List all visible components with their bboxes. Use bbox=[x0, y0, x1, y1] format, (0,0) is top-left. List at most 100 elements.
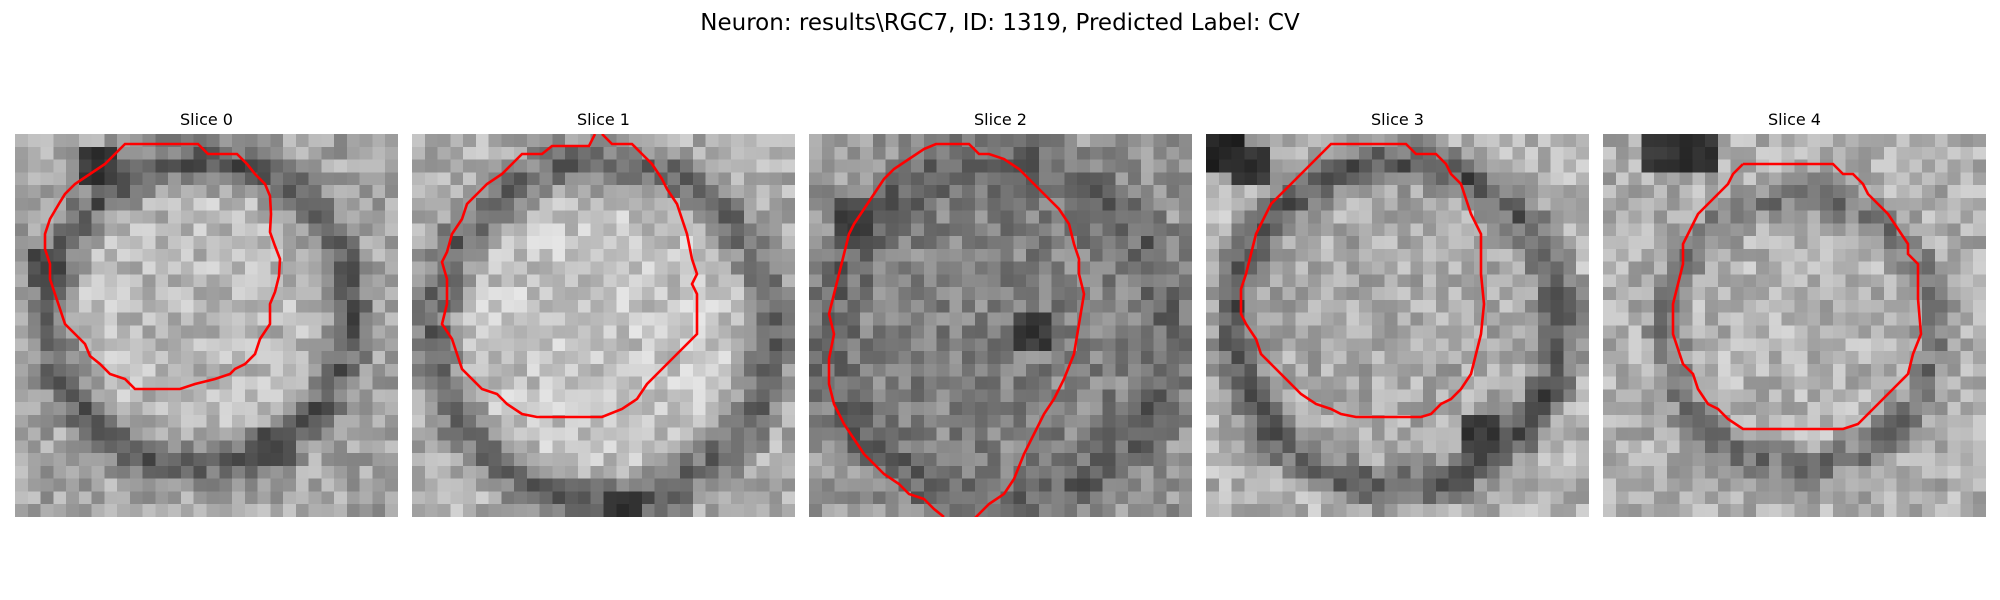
pixel bbox=[847, 351, 861, 365]
pixel bbox=[1179, 185, 1192, 199]
pixel bbox=[1845, 491, 1859, 505]
pixel bbox=[1781, 197, 1796, 212]
pixel bbox=[91, 236, 105, 250]
pixel bbox=[257, 261, 271, 276]
pixel bbox=[1051, 185, 1065, 199]
pixel bbox=[308, 146, 322, 161]
pixel bbox=[117, 491, 131, 505]
pixel bbox=[321, 210, 335, 224]
pixel bbox=[629, 453, 643, 467]
pixel bbox=[1359, 299, 1373, 314]
pixel bbox=[577, 134, 592, 148]
pixel bbox=[1206, 146, 1220, 161]
pixel bbox=[1102, 427, 1116, 441]
pixel bbox=[911, 236, 925, 250]
pixel bbox=[1257, 402, 1271, 416]
pixel bbox=[809, 210, 823, 224]
pixel bbox=[321, 465, 335, 480]
pixel bbox=[847, 134, 861, 148]
pixel bbox=[321, 146, 335, 161]
pixel bbox=[1730, 440, 1745, 454]
pixel bbox=[1435, 172, 1450, 186]
pixel bbox=[629, 172, 643, 186]
pixel bbox=[257, 402, 271, 416]
pixel bbox=[1641, 427, 1655, 441]
pixel bbox=[244, 325, 259, 339]
pixel bbox=[1794, 223, 1808, 237]
pixel bbox=[1845, 312, 1859, 327]
pixel bbox=[66, 338, 80, 352]
pixel bbox=[1820, 504, 1834, 517]
pixel bbox=[782, 427, 795, 441]
pixel bbox=[257, 465, 271, 480]
pixel bbox=[1909, 299, 1923, 314]
pixel bbox=[962, 402, 976, 416]
pixel bbox=[1206, 478, 1220, 493]
pixel bbox=[104, 261, 118, 276]
pixel bbox=[603, 376, 617, 390]
pixel bbox=[847, 414, 861, 429]
pixel bbox=[1871, 338, 1885, 352]
pixel bbox=[1026, 223, 1040, 237]
pixel bbox=[1705, 491, 1719, 505]
slice-title-0: Slice 0 bbox=[180, 110, 233, 129]
pixel bbox=[872, 261, 887, 276]
pixel bbox=[616, 338, 630, 352]
pixel bbox=[1128, 287, 1142, 301]
pixel bbox=[78, 440, 93, 454]
pixel bbox=[552, 453, 566, 467]
pixel bbox=[1883, 363, 1898, 378]
pixel bbox=[911, 414, 925, 429]
pixel bbox=[1000, 223, 1014, 237]
pixel bbox=[1295, 491, 1309, 505]
pixel bbox=[1371, 376, 1386, 390]
pixel bbox=[1153, 414, 1168, 429]
pixel bbox=[1308, 338, 1322, 352]
pixel bbox=[463, 287, 477, 301]
pixel bbox=[295, 363, 310, 378]
pixel bbox=[1179, 312, 1192, 327]
pixel bbox=[15, 414, 29, 429]
pixel bbox=[692, 236, 707, 250]
pixel bbox=[283, 236, 297, 250]
pixel bbox=[1308, 134, 1322, 148]
pixel bbox=[104, 312, 118, 327]
pixel bbox=[1461, 287, 1475, 301]
pixel bbox=[1308, 427, 1322, 441]
pixel bbox=[821, 478, 836, 493]
pixel bbox=[898, 248, 912, 263]
pixel bbox=[1666, 491, 1681, 505]
pixel bbox=[847, 159, 861, 173]
pixel bbox=[1666, 223, 1681, 237]
pixel bbox=[1883, 261, 1898, 276]
pixel bbox=[1140, 325, 1155, 339]
pixel bbox=[180, 185, 195, 199]
pixel bbox=[1654, 402, 1668, 416]
pixel bbox=[1845, 299, 1859, 314]
pixel bbox=[1179, 223, 1192, 237]
pixel bbox=[488, 414, 502, 429]
pixel bbox=[1576, 312, 1589, 327]
pixel bbox=[1077, 414, 1091, 429]
pixel bbox=[577, 376, 592, 390]
pixel bbox=[680, 274, 694, 288]
pixel bbox=[1359, 491, 1373, 505]
pixel bbox=[1320, 223, 1335, 237]
pixel bbox=[1871, 185, 1885, 199]
pixel bbox=[346, 236, 361, 250]
pixel bbox=[244, 236, 259, 250]
pixel bbox=[1423, 376, 1437, 390]
pixel bbox=[334, 325, 348, 339]
pixel bbox=[1576, 185, 1589, 199]
pixel bbox=[1461, 236, 1475, 250]
pixel bbox=[1128, 338, 1142, 352]
pixel bbox=[40, 440, 54, 454]
pixel bbox=[346, 440, 361, 454]
pixel bbox=[488, 351, 502, 365]
pixel bbox=[782, 185, 795, 199]
pixel bbox=[860, 261, 874, 276]
pixel bbox=[15, 478, 29, 493]
pixel bbox=[756, 376, 771, 390]
pixel bbox=[488, 159, 502, 173]
pixel bbox=[1743, 504, 1757, 517]
